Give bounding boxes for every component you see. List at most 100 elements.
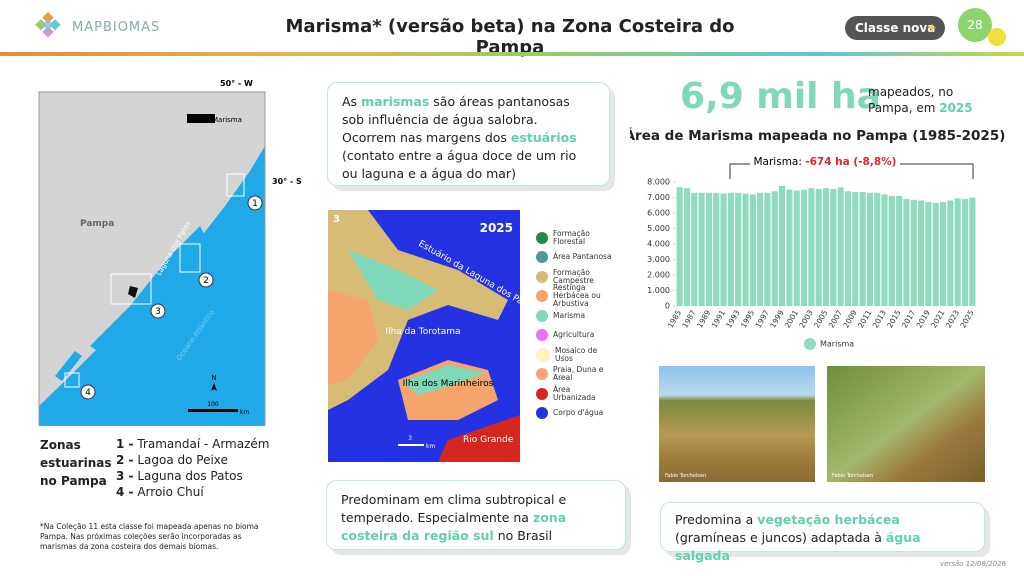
x-tick-label: 1985 — [666, 308, 683, 329]
bar — [852, 192, 859, 306]
legend-label: Formação Campestre — [553, 267, 594, 285]
legend-item: Agricultura — [536, 326, 636, 346]
x-tick-label: 1995 — [739, 308, 756, 329]
bar — [742, 193, 749, 306]
legend-swatch — [536, 387, 548, 400]
y-tick-label: 1.000 — [647, 286, 670, 295]
highlight: vegetação herbácea — [757, 512, 900, 527]
legend-label: Corpo d'água — [553, 408, 604, 418]
y-tick-label: 4.000 — [647, 240, 670, 249]
overview-map: Marisma 50° - W 30° - S Pampa Laguna dos… — [38, 79, 302, 426]
zone-number: 3 - — [116, 469, 134, 483]
lat-label: 30° - S — [272, 177, 302, 186]
bar — [903, 199, 910, 306]
zone-item: 2 - Lagoa do Peixe — [116, 452, 269, 468]
photo-credit: Fabio Torchelsen — [665, 473, 706, 479]
scale: 100 — [207, 401, 219, 408]
stat-value: 6,9 mil ha — [680, 76, 881, 117]
zones-title: Zonas estuarinas no Pampa — [40, 438, 112, 488]
legend-label: Área Urbanizada — [553, 384, 596, 402]
bar — [822, 188, 830, 306]
bar — [881, 194, 888, 306]
lon-label: 50° - W — [220, 79, 253, 88]
bar — [779, 185, 786, 306]
text-run: (gramíneas e juncos) adaptada à — [675, 530, 886, 545]
bar — [713, 192, 720, 306]
bar — [764, 192, 771, 306]
detail-map: 3 2025 Estuário da Laguna dos Patos Ilha… — [328, 210, 520, 462]
scale: 3 — [408, 435, 412, 442]
bar — [705, 192, 712, 306]
scale-unit: km — [240, 409, 249, 416]
version: versão 12/08/2026 — [940, 560, 1007, 568]
badge-text: Classe nova — [855, 21, 936, 35]
bar — [720, 193, 727, 306]
bar — [961, 199, 969, 306]
bar — [888, 195, 895, 306]
bar — [866, 192, 873, 306]
text-run: são áreas pantanosas sob influência de á… — [342, 94, 570, 145]
footnote: *Na Coleção 11 esta classe foi mapeada a… — [40, 522, 259, 551]
y-tick-label: 2.000 — [647, 271, 670, 280]
zone-item: 1 - Tramandaí - Armazém — [116, 436, 269, 452]
legend-swatch — [536, 270, 548, 283]
x-tick-label: 2009 — [841, 308, 858, 329]
island-label: Ilha da Torotama — [385, 327, 460, 337]
zone-item: 3 - Laguna dos Patos — [116, 468, 269, 484]
highlight: estuários — [510, 130, 577, 145]
x-tick-label: 2007 — [827, 308, 844, 329]
map-legend: Marisma — [212, 116, 242, 124]
dot — [988, 28, 1006, 46]
bar — [837, 187, 844, 306]
x-tick-label: 1991 — [710, 308, 727, 329]
zone-name: Tramandaí - Armazém — [137, 437, 270, 451]
bar — [786, 189, 793, 306]
bar — [925, 202, 932, 306]
x-tick-label: 1999 — [768, 308, 785, 329]
legend-item: Restinga Herbácea ou Arbustiva — [536, 283, 636, 309]
map-legend: Formação Florestal Área Pantanosa Formação… — [536, 228, 636, 423]
map-marker: 3 — [333, 214, 340, 225]
y-tick-label: 8.000 — [647, 178, 670, 187]
badge: Classe nova ✦ — [845, 16, 945, 40]
x-tick-label: 2001 — [783, 308, 800, 329]
legend-item: Marisma — [536, 306, 636, 326]
zone-item: 4 - Arroio Chuí — [116, 484, 269, 500]
bar — [727, 192, 734, 306]
logo-icon — [35, 12, 61, 38]
chart-annotation: Marisma: -674 ha (-8,8%) — [754, 156, 897, 168]
y-tick-label: 0 — [665, 302, 670, 311]
zone-number: 1 - — [116, 437, 134, 451]
text-run: As — [342, 94, 362, 109]
x-tick-label: 2021 — [929, 308, 946, 329]
bar — [969, 197, 976, 306]
markers: 1 2 3 4 — [80, 195, 263, 400]
city-label: Rio Grande — [463, 435, 514, 445]
bar — [844, 191, 852, 306]
text-run: Predomina a — [675, 512, 758, 527]
bar — [808, 188, 815, 306]
legend-label: Mosaico de Usos — [555, 345, 598, 363]
zones-list: 1 - Tramandaí - Armazém 2 - Lagoa do Peix… — [116, 436, 269, 500]
x-tick-label: 1993 — [724, 308, 741, 329]
legend-item: Corpo d'água — [536, 404, 636, 424]
photos: Fabio Torchelsen Fabio Torchelsen — [659, 366, 985, 482]
marker: 3 — [155, 307, 161, 317]
region-label: Pampa — [80, 219, 114, 229]
legend-label: Restinga Herbácea ou Arbustiva — [553, 283, 601, 309]
x-tick-label: 1989 — [695, 308, 712, 329]
x-tick-label: 2005 — [812, 308, 829, 329]
bar — [815, 188, 822, 306]
x-tick-label: 2003 — [797, 308, 814, 329]
stat-desc: mapeados, no Pampa, em — [868, 85, 954, 115]
bar — [735, 192, 742, 306]
bar — [874, 192, 881, 306]
legend-label: Marisma — [820, 340, 854, 349]
legend-swatch — [536, 407, 548, 420]
legend-item: Área Pantanosa — [536, 248, 636, 268]
stat-text: mapeados, no Pampa, em 2025 — [868, 84, 978, 116]
x-tick-label: 2017 — [900, 308, 917, 329]
highlight: zona costeira da região sul — [341, 510, 567, 543]
text-run: no Brasil — [493, 528, 553, 543]
